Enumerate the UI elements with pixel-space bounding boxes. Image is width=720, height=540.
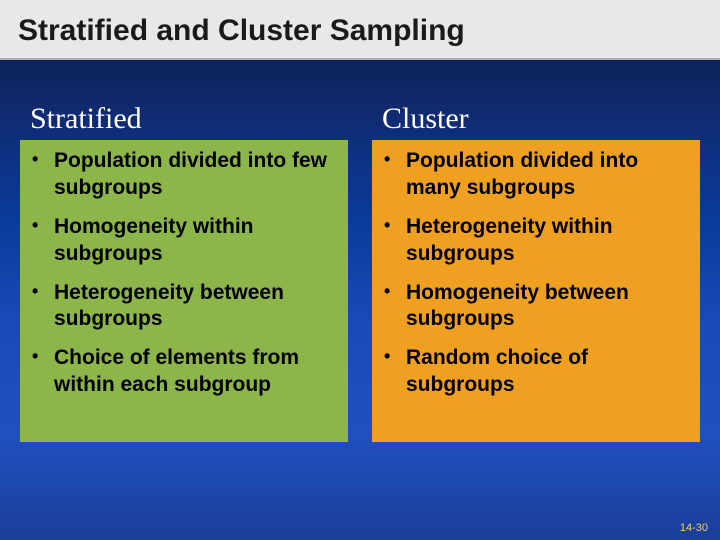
right-panel: Cluster Population divided into many sub… xyxy=(372,96,700,442)
list-item: Choice of elements from within each subg… xyxy=(50,343,328,409)
list-item: Random choice of subgroups xyxy=(402,343,680,409)
list-item: Homogeneity within subgroups xyxy=(50,212,328,278)
right-bullet-list: Population divided into many subgroups H… xyxy=(402,146,680,409)
left-panel: Stratified Population divided into few s… xyxy=(20,96,348,442)
content-area: Stratified Population divided into few s… xyxy=(0,60,720,442)
title-bar: Stratified and Cluster Sampling xyxy=(0,0,720,60)
list-item: Heterogeneity between subgroups xyxy=(50,278,328,344)
right-panel-header: Cluster xyxy=(372,96,700,140)
right-panel-body: Population divided into many subgroups H… xyxy=(372,140,700,442)
left-panel-header: Stratified xyxy=(20,96,348,140)
slide-number: 14-30 xyxy=(680,522,708,534)
list-item: Population divided into many subgroups xyxy=(402,146,680,212)
slide-title: Stratified and Cluster Sampling xyxy=(18,14,702,48)
left-bullet-list: Population divided into few subgroups Ho… xyxy=(50,146,328,409)
list-item: Homogeneity between subgroups xyxy=(402,278,680,344)
list-item: Population divided into few subgroups xyxy=(50,146,328,212)
list-item: Heterogeneity within subgroups xyxy=(402,212,680,278)
left-panel-body: Population divided into few subgroups Ho… xyxy=(20,140,348,442)
